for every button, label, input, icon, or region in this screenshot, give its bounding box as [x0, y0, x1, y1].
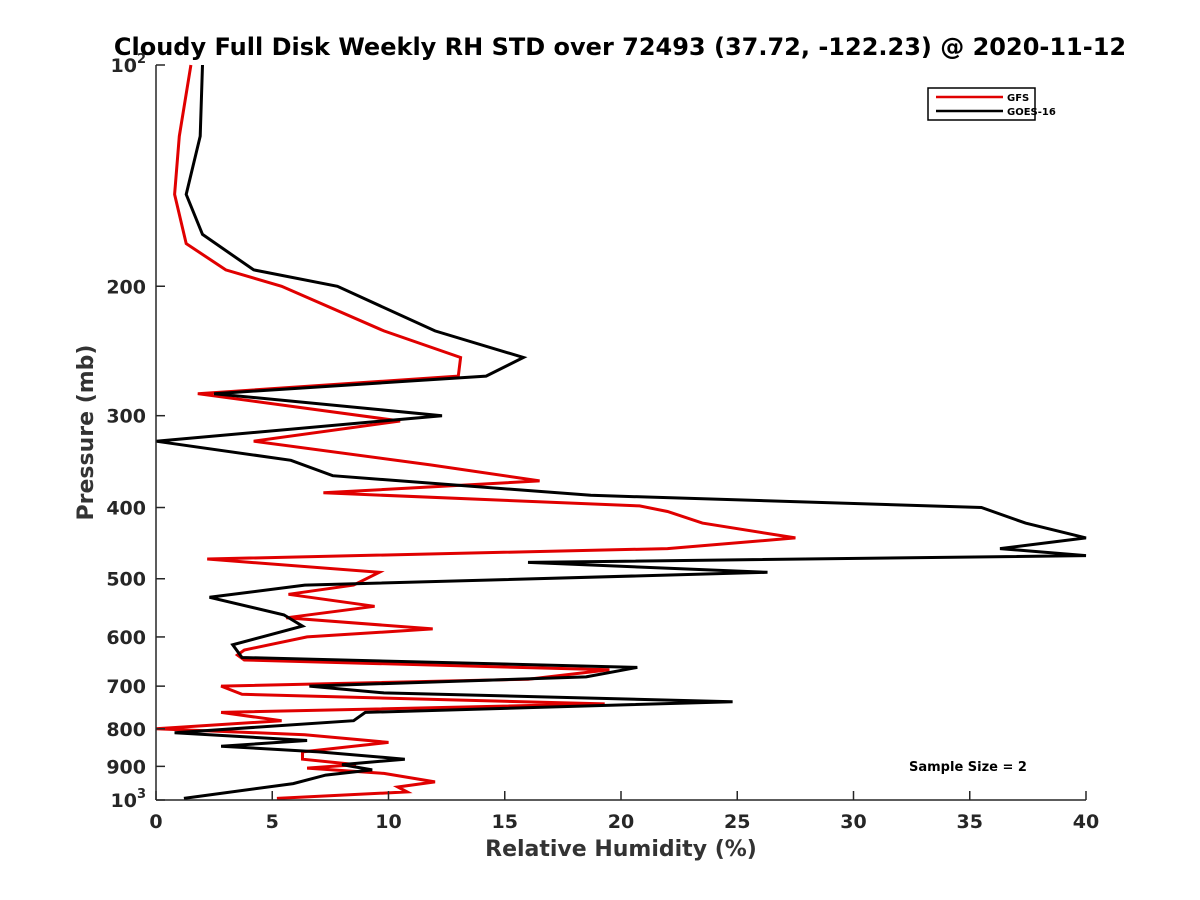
y-tick-label: 103: [111, 787, 147, 812]
series-line-goes-16: [155, 64, 1087, 800]
y-tick-label: 500: [106, 569, 146, 591]
x-tick-label: 0: [149, 811, 162, 833]
x-tick-label: 5: [266, 811, 279, 833]
chart-title: Cloudy Full Disk Weekly RH STD over 7249…: [114, 33, 1126, 61]
legend-box: [927, 87, 1036, 121]
x-tick-label: 25: [724, 811, 750, 833]
x-tick-label: 15: [492, 811, 518, 833]
legend: GFS GOES-16: [927, 87, 1056, 121]
y-tick-label: 300: [106, 406, 146, 428]
x-axis-label: Relative Humidity (%): [485, 837, 757, 862]
sample-size-annotation: Sample Size = 2: [909, 760, 1027, 775]
x-tick-label: 40: [1073, 811, 1099, 833]
y-tick-label: 400: [106, 498, 146, 520]
legend-label: GOES-16: [1007, 107, 1056, 118]
y-axis-label: Pressure (mb): [74, 345, 99, 521]
y-tick-label: 600: [106, 627, 146, 649]
x-tick-label: 20: [608, 811, 634, 833]
y-tick-label: 102: [111, 52, 147, 77]
y-tick-label: 900: [106, 756, 146, 778]
x-tick-label: 30: [840, 811, 866, 833]
x-tick-label: 35: [957, 811, 983, 833]
legend-label: GFS: [1007, 93, 1029, 104]
y-tick-label: 700: [106, 676, 146, 698]
y-tick-label: 800: [106, 719, 146, 741]
series-layer: [155, 64, 1087, 800]
axes-layer: 0 5 10 15 20 25 30 35 40 102 200 300 400 500 600 700 800…: [106, 52, 1099, 833]
x-tick-label: 10: [375, 811, 401, 833]
y-tick-label: 200: [106, 276, 146, 298]
